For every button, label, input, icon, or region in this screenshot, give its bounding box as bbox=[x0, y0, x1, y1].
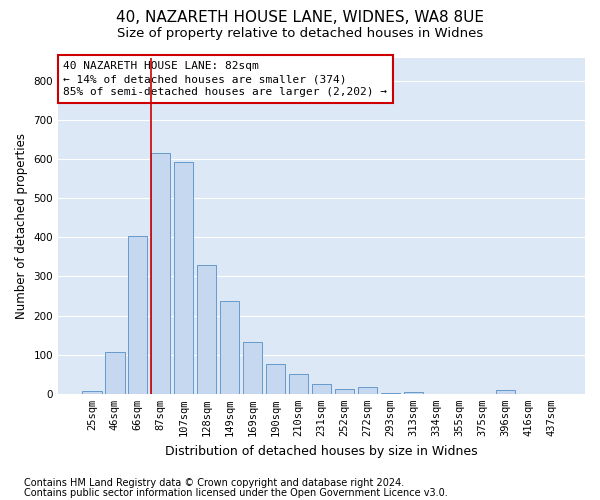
Text: Contains public sector information licensed under the Open Government Licence v3: Contains public sector information licen… bbox=[24, 488, 448, 498]
Bar bbox=[243, 342, 262, 394]
Y-axis label: Number of detached properties: Number of detached properties bbox=[15, 132, 28, 318]
Bar bbox=[312, 384, 331, 394]
Bar bbox=[289, 374, 308, 394]
Bar bbox=[266, 364, 286, 394]
Text: Contains HM Land Registry data © Crown copyright and database right 2024.: Contains HM Land Registry data © Crown c… bbox=[24, 478, 404, 488]
Text: Size of property relative to detached houses in Widnes: Size of property relative to detached ho… bbox=[117, 28, 483, 40]
Bar bbox=[358, 387, 377, 394]
Text: 40 NAZARETH HOUSE LANE: 82sqm
← 14% of detached houses are smaller (374)
85% of : 40 NAZARETH HOUSE LANE: 82sqm ← 14% of d… bbox=[64, 61, 388, 98]
Bar bbox=[496, 390, 515, 394]
Bar bbox=[380, 392, 400, 394]
Bar bbox=[197, 265, 217, 394]
Text: 40, NAZARETH HOUSE LANE, WIDNES, WA8 8UE: 40, NAZARETH HOUSE LANE, WIDNES, WA8 8UE bbox=[116, 10, 484, 25]
Bar bbox=[151, 154, 170, 394]
Bar bbox=[82, 390, 101, 394]
Bar bbox=[105, 352, 125, 394]
X-axis label: Distribution of detached houses by size in Widnes: Distribution of detached houses by size … bbox=[165, 444, 478, 458]
Bar bbox=[174, 162, 193, 394]
Bar bbox=[404, 392, 423, 394]
Bar bbox=[220, 301, 239, 394]
Bar bbox=[128, 236, 148, 394]
Bar bbox=[335, 388, 354, 394]
